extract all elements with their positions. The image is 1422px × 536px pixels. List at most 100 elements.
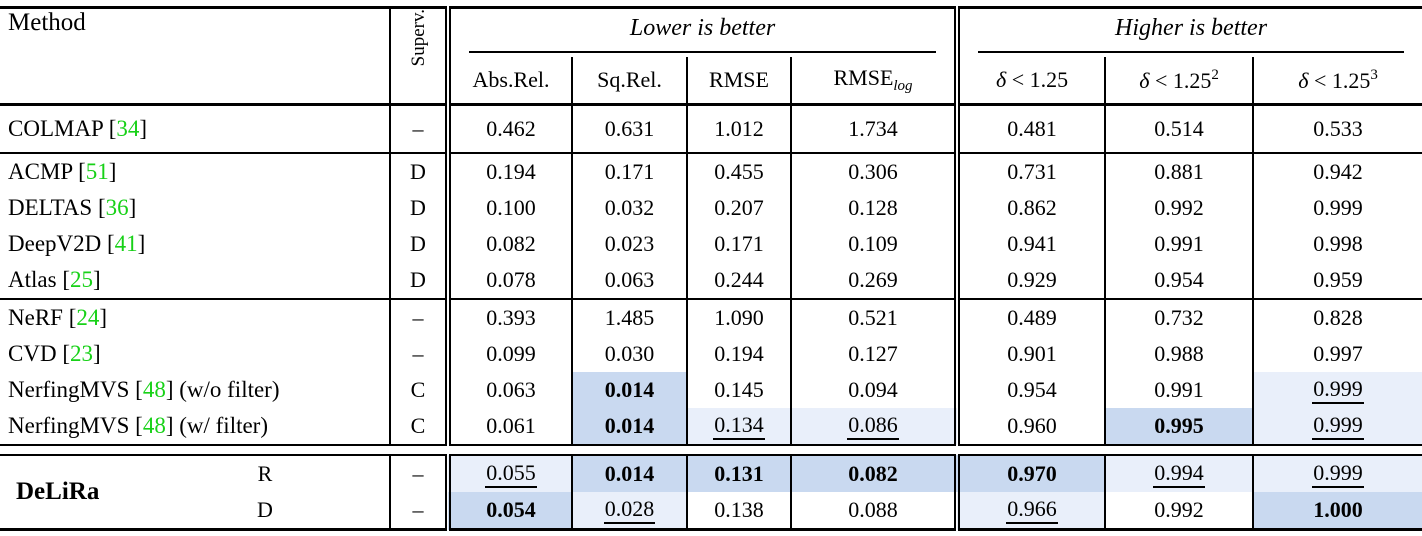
value-cell: 0.942 [1252, 153, 1422, 190]
value-cell: 0.631 [571, 104, 687, 153]
value-cell: 0.999 [1252, 190, 1422, 226]
table-row: COLMAP [34] – 0.462 0.631 1.012 1.734 0.… [0, 104, 1422, 154]
value-cell: 0.960 [954, 408, 1106, 445]
table-row: NerfingMVS [48] (w/ filter) C 0.061 0.01… [0, 408, 1422, 445]
table-row: CVD [23] – 0.099 0.030 0.194 0.127 0.901… [0, 336, 1422, 372]
value-cell: 0.514 [1104, 104, 1254, 153]
value-cell: 0.063 [445, 372, 572, 408]
value-cell: 0.145 [686, 372, 791, 408]
method-suffix: (w/o filter) [173, 377, 280, 402]
value-cell-best: 0.995 [1104, 408, 1254, 445]
value-cell-best: 0.131 [686, 455, 791, 492]
value-cell: 1.012 [686, 104, 791, 153]
value-cell: 0.127 [789, 336, 958, 372]
table-row: Atlas [25] D 0.078 0.063 0.244 0.269 0.9… [0, 262, 1422, 299]
citation-ref[interactable]: [51] [78, 159, 117, 184]
supervision-cell: C [389, 408, 448, 445]
value-cell: 0.138 [686, 492, 791, 530]
double-rule-separator [0, 444, 1422, 456]
value-cell: 0.462 [445, 104, 572, 153]
citation-ref[interactable]: [48] [135, 377, 174, 402]
separator-row [0, 444, 1422, 456]
group-delira: DeLiRa R D – 0.055 0.014 0.131 0.082 0.9… [0, 455, 1422, 530]
method-name: CVD [8, 341, 57, 366]
value-cell: 0.992 [1104, 190, 1254, 226]
value-cell: 0.099 [445, 336, 572, 372]
header-higher-group: Higher is better [954, 7, 1422, 57]
citation-ref[interactable]: [34] [108, 116, 148, 141]
group-nerf-based: NeRF [24] – 0.393 1.485 1.090 0.521 0.48… [0, 299, 1422, 445]
value-cell-best: 1.000 [1252, 492, 1422, 530]
header-delta-1: δ < 1.25 [954, 57, 1106, 105]
value-cell: 0.533 [1252, 104, 1422, 153]
value-cell-second: 0.134 [686, 408, 791, 445]
lower-is-better-label: Lower is better [469, 9, 937, 53]
value-cell-best: 0.014 [571, 408, 687, 445]
value-cell: 0.030 [571, 336, 687, 372]
header-supervision: Superv. [389, 7, 448, 105]
header-rmse: RMSE [686, 57, 791, 105]
value-cell-best: 0.054 [445, 492, 572, 530]
method-name: DeLiRa [16, 478, 100, 505]
method-name: NerfingMVS [8, 377, 130, 402]
value-cell: 0.901 [954, 336, 1106, 372]
value-cell-second: 0.999 [1252, 455, 1422, 492]
method-cell-delira: DeLiRa R D [0, 455, 390, 530]
value-cell: 0.521 [789, 299, 958, 336]
citation-ref[interactable]: [48] [135, 413, 174, 438]
value-cell: 0.862 [954, 190, 1106, 226]
value-cell: 0.731 [954, 153, 1106, 190]
method-name: COLMAP [8, 116, 103, 141]
value-cell: 0.998 [1252, 226, 1422, 262]
value-cell: 0.171 [686, 226, 791, 262]
results-table: Method Superv. Lower is better Higher is… [0, 6, 1422, 531]
value-cell: 0.061 [445, 408, 572, 445]
value-cell-second: 0.055 [445, 455, 572, 492]
value-cell: 0.306 [789, 153, 958, 190]
value-cell: 0.171 [571, 153, 687, 190]
table-row: NerfingMVS [48] (w/o filter) C 0.063 0.0… [0, 372, 1422, 408]
method-name: NeRF [8, 305, 63, 330]
value-cell: 0.481 [954, 104, 1106, 153]
value-cell: 0.128 [789, 190, 958, 226]
variant-label-d: D [257, 497, 273, 522]
header-metric-row: Abs.Rel. Sq.Rel. RMSE RMSElog δ < 1.25 δ… [0, 57, 1422, 105]
method-name: DELTAS [8, 195, 93, 220]
value-cell: 0.207 [686, 190, 791, 226]
value-cell: 0.954 [954, 372, 1106, 408]
value-cell: 0.094 [789, 372, 958, 408]
value-cell: 0.997 [1252, 336, 1422, 372]
citation-ref[interactable]: [41] [107, 231, 146, 256]
group-colmap: COLMAP [34] – 0.462 0.631 1.012 1.734 0.… [0, 104, 1422, 154]
citation-ref[interactable]: [24] [68, 305, 108, 330]
variant-label-r: R [257, 461, 273, 486]
value-cell: 0.992 [1104, 492, 1254, 530]
table-row: – 0.054 0.028 0.138 0.088 0.966 0.992 1.… [0, 492, 1422, 530]
value-cell: 0.941 [954, 226, 1106, 262]
value-cell: 0.082 [445, 226, 572, 262]
value-cell: 0.078 [445, 262, 572, 299]
method-cell: COLMAP [34] [0, 105, 390, 154]
supervision-cell: – [389, 104, 448, 153]
value-cell: 0.194 [445, 153, 572, 190]
citation-ref[interactable]: [36] [97, 195, 137, 220]
value-cell: 0.393 [445, 299, 572, 336]
value-cell: 0.929 [954, 262, 1106, 299]
delira-wrap: DeLiRa R D [8, 456, 389, 528]
method-name: ACMP [8, 159, 73, 184]
value-cell: 0.991 [1104, 226, 1254, 262]
citation-ref[interactable]: [25] [62, 267, 101, 292]
value-cell: 0.732 [1104, 299, 1254, 336]
method-cell: CVD [23] [0, 336, 390, 372]
method-cell: DELTAS [36] [0, 190, 390, 226]
table-row: DeepV2D [41] D 0.082 0.023 0.171 0.109 0… [0, 226, 1422, 262]
citation-ref[interactable]: [23] [62, 341, 101, 366]
value-cell: 0.269 [789, 262, 958, 299]
header-method-label: Method [8, 9, 86, 36]
method-cell: ACMP [51] [0, 153, 390, 190]
header-delta-3: δ < 1.253 [1252, 57, 1422, 105]
value-cell: 0.954 [1104, 262, 1254, 299]
value-cell-best: 0.082 [789, 455, 958, 492]
value-cell: 0.088 [789, 492, 958, 530]
value-cell-second: 0.999 [1252, 408, 1422, 445]
